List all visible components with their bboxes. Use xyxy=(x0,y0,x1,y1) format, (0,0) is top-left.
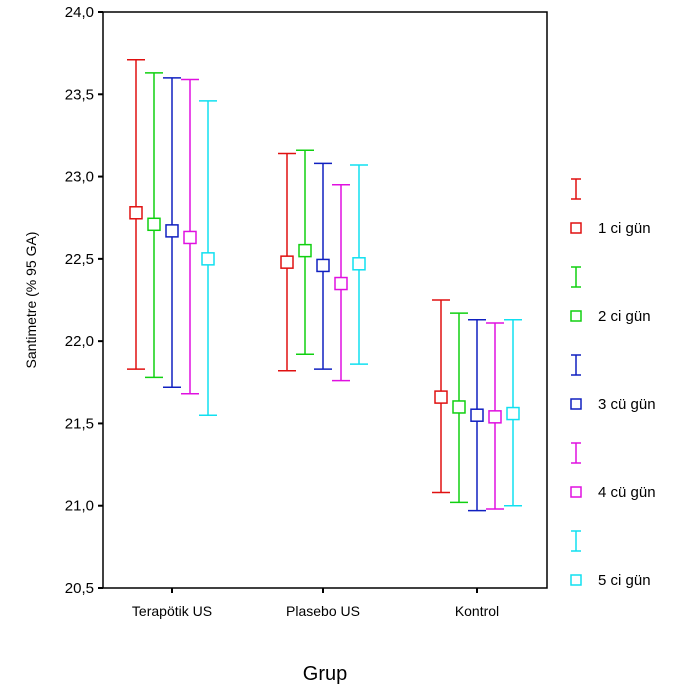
mean-marker xyxy=(298,243,312,258)
series-3 xyxy=(163,77,486,512)
mean-marker xyxy=(316,258,330,273)
series-1 xyxy=(127,58,450,494)
legend: 1 ci gün 2 ci gün 3 cü gün 4 cü gün 5 ci gün xyxy=(570,178,656,589)
x-tick-label: Terapötik US xyxy=(132,603,212,619)
y-axis-label: Santimetre (% 95 GA) xyxy=(23,232,39,369)
y-tick-label: 21,0 xyxy=(65,498,94,515)
series-2 xyxy=(145,72,468,504)
x-axis: Terapötik US Plasebo US Kontrol xyxy=(132,588,499,619)
legend-item-5: 5 ci gün xyxy=(570,530,651,589)
series-5 xyxy=(199,100,522,507)
mean-marker xyxy=(352,257,366,271)
mean-marker xyxy=(452,400,466,414)
legend-label: 3 cü gün xyxy=(598,396,656,413)
mean-marker xyxy=(280,255,294,269)
mean-marker xyxy=(129,206,143,220)
legend-marker-symbol xyxy=(570,574,582,586)
legend-label: 5 ci gün xyxy=(598,572,651,589)
y-tick-label: 22,0 xyxy=(65,333,94,350)
y-tick-label: 20,5 xyxy=(65,580,94,597)
legend-label: 2 ci gün xyxy=(598,308,651,325)
plot-frame xyxy=(102,11,548,589)
x-tick-label: Plasebo US xyxy=(286,603,360,619)
series-4 xyxy=(181,78,504,510)
mean-marker xyxy=(183,230,197,245)
legend-item-2: 2 ci gün xyxy=(570,266,651,325)
mean-marker xyxy=(488,410,502,424)
mean-marker xyxy=(470,408,484,422)
legend-item-3: 3 cü gün xyxy=(570,354,656,413)
mean-marker xyxy=(147,217,161,232)
legend-item-4: 4 cü gün xyxy=(570,442,656,501)
y-tick-label: 23,0 xyxy=(65,169,94,186)
x-axis-label: Grup xyxy=(303,663,347,685)
legend-label: 1 ci gün xyxy=(598,220,651,237)
y-tick-label: 23,5 xyxy=(65,86,94,103)
legend-item-1: 1 ci gün xyxy=(570,178,651,237)
y-tick-label: 21,5 xyxy=(65,415,94,432)
legend-marker-symbol xyxy=(570,486,582,498)
x-tick-label: Kontrol xyxy=(455,603,499,619)
mean-marker xyxy=(334,276,348,291)
y-axis: 20,5 21,0 21,5 22,0 22,5 23,0 23,5 24,0 xyxy=(65,4,103,597)
mean-marker xyxy=(434,390,448,404)
mean-marker xyxy=(201,252,215,266)
legend-marker-symbol xyxy=(570,398,582,410)
legend-label: 4 cü gün xyxy=(598,484,656,501)
mean-marker xyxy=(506,406,520,421)
legend-marker-symbol xyxy=(570,222,582,234)
y-tick-label: 22,5 xyxy=(65,251,94,268)
mean-marker xyxy=(165,224,179,238)
error-bars xyxy=(127,58,522,512)
y-tick-label: 24,0 xyxy=(65,4,94,21)
legend-marker-symbol xyxy=(570,310,582,322)
